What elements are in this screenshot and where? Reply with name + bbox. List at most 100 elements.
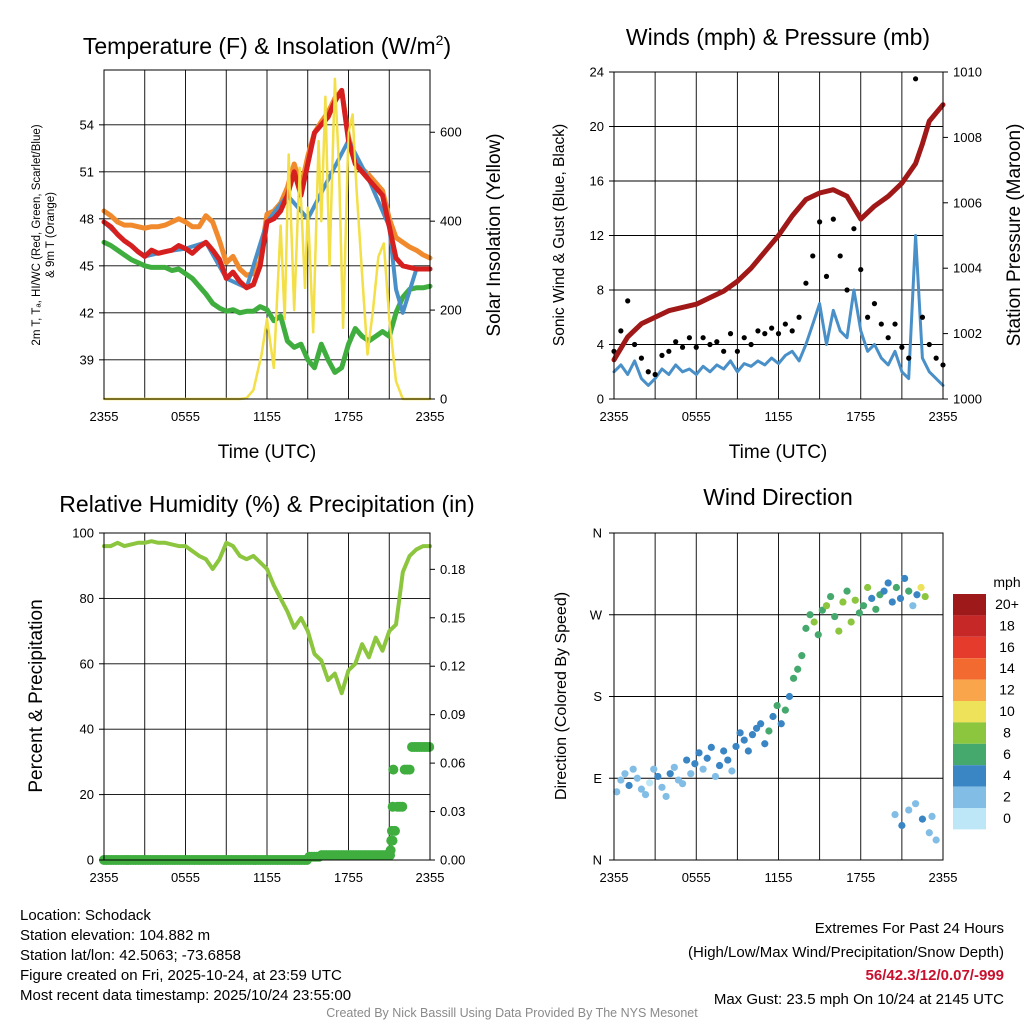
gust-point — [844, 287, 850, 293]
y2-tick-label: 0.03 — [440, 804, 465, 819]
gust-point — [652, 371, 658, 378]
gust-point — [796, 314, 802, 320]
humidity-panel: Relative Humidity (%) & Precipitation (i… — [26, 491, 475, 885]
speed-legend-title: mph — [993, 574, 1020, 590]
gust-point — [666, 348, 672, 354]
precip-point — [385, 845, 396, 856]
direction-point — [670, 763, 678, 771]
x-tick-label: 2355 — [90, 870, 119, 885]
gust-point — [755, 328, 761, 334]
direction-point — [613, 788, 621, 796]
precip-point — [386, 835, 397, 846]
gust-point — [693, 344, 699, 350]
insolation-y-ticks: 0 200 400 600 — [430, 125, 462, 407]
gust-point — [645, 369, 651, 375]
direction-point — [728, 767, 736, 775]
y-tick-label: 20 — [80, 787, 94, 802]
precip-point — [387, 801, 398, 812]
direction-point — [678, 780, 687, 788]
gust-point — [769, 325, 775, 331]
y-tick-label: 4 — [597, 337, 604, 352]
gust-point — [878, 321, 884, 327]
y-tick-label: 80 — [80, 591, 94, 606]
gust-point — [679, 344, 686, 350]
gust-point — [803, 280, 809, 286]
humidity-y-ticks: 0 20 40 60 80 100 — [72, 526, 104, 868]
y-tick-label: 54 — [80, 117, 94, 132]
legend-swatch — [953, 615, 986, 637]
y2-tick-label: 0.15 — [440, 610, 465, 625]
direction-point — [629, 765, 637, 773]
x-tick-label: 1155 — [253, 409, 281, 424]
direction-point — [765, 727, 773, 735]
station-info: Location: Schodack Station elevation: 10… — [20, 906, 351, 1006]
direction-point — [905, 587, 913, 595]
x-tick-label: 2355 — [90, 409, 119, 424]
gust-point — [638, 355, 645, 361]
legend-swatch — [953, 658, 986, 680]
direction-point — [687, 770, 695, 778]
gust-point — [686, 335, 692, 341]
x-tick-label: 2355 — [416, 409, 445, 424]
direction-point — [831, 612, 839, 621]
gust-point — [727, 331, 734, 337]
direction-point — [835, 627, 843, 635]
gust-point — [837, 253, 843, 259]
direction-point — [744, 747, 752, 755]
gust-point — [823, 273, 830, 279]
direction-point — [932, 836, 940, 844]
legend-swatch — [953, 786, 986, 808]
gust-point — [775, 331, 782, 337]
legend-label: 6 — [1003, 746, 1011, 762]
direction-point — [769, 712, 777, 721]
y-tick-label: 48 — [80, 211, 94, 226]
direction-point — [855, 609, 863, 617]
y-tick-label: S — [593, 689, 602, 704]
y-tick-label: 0 — [87, 853, 94, 868]
extremes-info: Extremes For Past 24 Hours (High/Low/Max… — [688, 917, 1004, 1011]
direction-point — [625, 781, 633, 790]
gust-point — [721, 348, 727, 354]
precip-point — [397, 801, 408, 812]
gust-point — [625, 298, 631, 304]
legend-label: 8 — [1003, 724, 1011, 740]
direction-point — [646, 779, 654, 787]
temperature-x-label: Time (UTC) — [218, 442, 317, 463]
direction-point — [918, 815, 927, 823]
direction-point — [617, 776, 625, 784]
direction-points — [613, 574, 940, 844]
direction-point — [891, 810, 899, 819]
extremes-title: Extremes For Past 24 Hours — [814, 920, 1004, 937]
x-tick-label: 2355 — [600, 870, 629, 885]
temperature-y-ticks: 39 42 45 48 51 54 — [80, 117, 104, 367]
x-tick-label: 1755 — [846, 409, 875, 424]
y-tick-label: 60 — [80, 656, 94, 671]
legend-label: 18 — [999, 617, 1015, 633]
winds-series — [611, 76, 946, 387]
y2-tick-label: 0.06 — [440, 756, 465, 771]
gust-point — [899, 344, 905, 350]
gust-point — [933, 355, 939, 361]
y2-tick-label: 0.18 — [440, 562, 465, 577]
y-tick-label: W — [590, 607, 603, 622]
humidity-y-label: Percent & Precipitation — [26, 599, 47, 792]
legend-swatch — [953, 679, 986, 701]
direction-y-label: Direction (Colored By Speed) — [553, 592, 570, 800]
legend-swatch — [953, 743, 986, 766]
y-tick-label: 0 — [597, 392, 604, 407]
direction-point — [925, 829, 933, 837]
y-tick-label: 24 — [590, 65, 604, 80]
direction-point — [898, 821, 906, 830]
y-tick-label: E — [593, 771, 602, 786]
x-tick-label: 1755 — [846, 870, 875, 885]
direction-point — [921, 592, 929, 601]
x-tick-label: 1755 — [334, 409, 363, 424]
direction-point — [810, 618, 818, 626]
temperature-plot-frame — [103, 69, 431, 400]
gust-point — [912, 76, 919, 82]
winds-panel: Winds (mph) & Pressure (mb) 04812162024 … — [551, 24, 1024, 463]
direction-point — [864, 583, 872, 592]
winds-x-label: Time (UTC) — [729, 442, 828, 463]
direction-point — [868, 594, 876, 603]
